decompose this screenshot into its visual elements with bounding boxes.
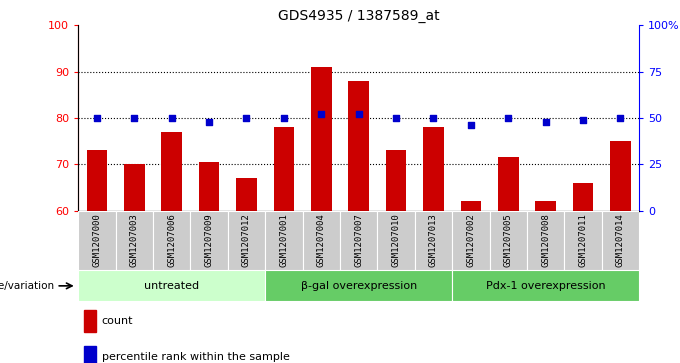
Text: GSM1207006: GSM1207006 [167, 213, 176, 267]
Bar [610, 141, 631, 211]
Bar [199, 162, 220, 211]
Bar [78, 211, 116, 270]
Text: GSM1207000: GSM1207000 [92, 213, 101, 267]
Text: genotype/variation: genotype/variation [0, 281, 54, 291]
Bar [153, 211, 190, 270]
Text: GSM1207011: GSM1207011 [579, 213, 588, 267]
Bar [573, 183, 594, 211]
Bar [84, 310, 96, 332]
Point [353, 111, 364, 117]
Bar [124, 164, 145, 211]
Text: GSM1207005: GSM1207005 [504, 213, 513, 267]
Text: untreated: untreated [144, 281, 199, 291]
Text: β-gal overexpression: β-gal overexpression [301, 281, 417, 291]
Text: GSM1207004: GSM1207004 [317, 213, 326, 267]
Bar [452, 211, 490, 270]
Bar [527, 211, 564, 270]
Bar [228, 211, 265, 270]
Point [316, 111, 326, 117]
Point [615, 115, 626, 121]
Point [129, 115, 140, 121]
Text: GSM1207008: GSM1207008 [541, 213, 550, 267]
Point [166, 115, 177, 121]
Text: GSM1207001: GSM1207001 [279, 213, 288, 267]
Bar [265, 211, 303, 270]
Bar [78, 270, 265, 301]
Point [91, 115, 103, 121]
Point [465, 122, 476, 128]
Bar [303, 211, 340, 270]
Title: GDS4935 / 1387589_at: GDS4935 / 1387589_at [278, 9, 439, 23]
Bar [265, 270, 452, 301]
Bar [86, 150, 107, 211]
Bar [236, 178, 257, 211]
Bar [452, 270, 639, 301]
Text: Pdx-1 overexpression: Pdx-1 overexpression [486, 281, 605, 291]
Point [390, 115, 401, 121]
Bar [460, 201, 481, 211]
Text: GSM1207009: GSM1207009 [205, 213, 214, 267]
Bar [498, 157, 519, 211]
Point [540, 119, 551, 125]
Text: GSM1207007: GSM1207007 [354, 213, 363, 267]
Bar [161, 132, 182, 211]
Bar [116, 211, 153, 270]
Point [203, 119, 214, 125]
Text: count: count [102, 316, 133, 326]
Point [503, 115, 514, 121]
Bar [273, 127, 294, 211]
Text: GSM1207010: GSM1207010 [392, 213, 401, 267]
Bar [311, 67, 332, 211]
Text: GSM1207012: GSM1207012 [242, 213, 251, 267]
Text: GSM1207013: GSM1207013 [429, 213, 438, 267]
Bar [602, 211, 639, 270]
Bar [490, 211, 527, 270]
Bar [340, 211, 377, 270]
Bar [415, 211, 452, 270]
Text: percentile rank within the sample: percentile rank within the sample [102, 352, 290, 362]
Bar [377, 211, 415, 270]
Bar [535, 201, 556, 211]
Text: GSM1207002: GSM1207002 [466, 213, 475, 267]
Point [241, 115, 252, 121]
Point [428, 115, 439, 121]
Bar [348, 81, 369, 211]
Point [577, 117, 588, 123]
Bar [564, 211, 602, 270]
Bar [190, 211, 228, 270]
Bar [84, 346, 96, 363]
Text: GSM1207014: GSM1207014 [616, 213, 625, 267]
Point [279, 115, 290, 121]
Text: GSM1207003: GSM1207003 [130, 213, 139, 267]
Bar [423, 127, 444, 211]
Bar [386, 150, 407, 211]
